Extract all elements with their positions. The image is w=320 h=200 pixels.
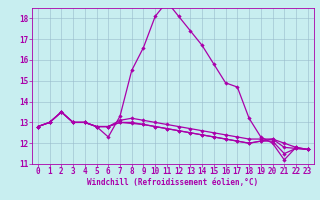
X-axis label: Windchill (Refroidissement éolien,°C): Windchill (Refroidissement éolien,°C) [87,178,258,187]
